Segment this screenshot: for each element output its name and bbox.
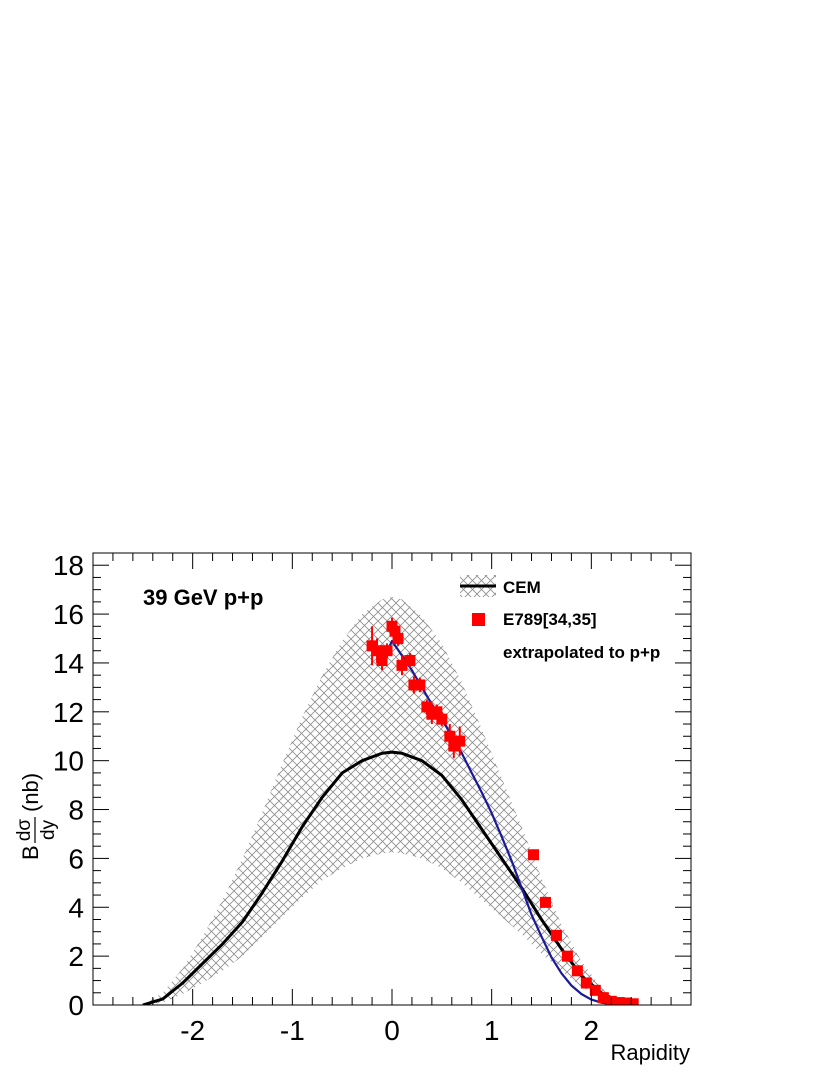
- y-axis-title-numerator: dσ: [14, 819, 35, 842]
- x-tick-label: -1: [280, 1015, 305, 1046]
- y-tick-label: 8: [68, 795, 84, 826]
- e789-data-point: [396, 659, 408, 671]
- legend-cem-label: CEM: [503, 578, 541, 597]
- e789-data-point: [431, 706, 443, 718]
- e789-data-point: [371, 645, 383, 657]
- e789-data-point: [561, 950, 573, 962]
- e789-data-point: [613, 997, 625, 1005]
- e789-data-point: [404, 655, 416, 667]
- e789-data-point: [421, 701, 433, 713]
- axis-ticks: [92, 552, 692, 1006]
- y-tick-label: 2: [68, 941, 84, 972]
- x-tick-label: 1: [484, 1015, 500, 1046]
- y-tick-label: 6: [68, 843, 84, 874]
- legend-e789-marker: [472, 613, 485, 626]
- legend-extrapolated-label: extrapolated to p+p: [503, 643, 660, 662]
- x-tick-label: -2: [180, 1015, 205, 1046]
- y-tick-label: 0: [68, 990, 84, 1021]
- e789-data-point: [376, 655, 388, 667]
- y-tick-label: 10: [53, 746, 84, 777]
- e789-data-point: [414, 679, 426, 691]
- e789-data-point: [444, 730, 456, 742]
- e789-data-point: [597, 992, 609, 1004]
- y-tick-label: 18: [53, 550, 84, 581]
- y-tick-label: 12: [53, 697, 84, 728]
- x-tick-label: 2: [584, 1015, 600, 1046]
- e789-data-point: [389, 625, 401, 637]
- y-axis-title-unit: (nb): [18, 773, 43, 812]
- e789-data-point: [539, 896, 551, 908]
- y-tick-label: 4: [68, 892, 84, 923]
- e789-data-point: [528, 849, 540, 861]
- e789-data-point: [620, 997, 632, 1005]
- x-tick-labels: -2 -1 0 1 2: [180, 1015, 599, 1046]
- x-tick-label: 0: [384, 1015, 400, 1046]
- e789-data-point: [454, 735, 466, 747]
- y-axis-title: B dσ dy (nb): [14, 773, 59, 860]
- e789-data-point: [436, 713, 448, 725]
- e789-data-point: [448, 740, 460, 752]
- energy-annotation: 39 GeV p+p: [143, 585, 263, 610]
- e789-data-point: [589, 984, 601, 996]
- e789-data-point: [381, 645, 393, 657]
- y-axis-title-denominator: dy: [38, 819, 59, 840]
- e789-data-point: [392, 633, 404, 645]
- e789-data-point: [580, 977, 592, 989]
- cem-uncertainty-band: [142, 597, 637, 1005]
- y-tick-label: 14: [53, 648, 84, 679]
- legend-e789-label: E789[34,35]: [503, 610, 597, 629]
- e789-data-point: [571, 965, 583, 977]
- legend: CEM E789[34,35] extrapolated to p+p: [460, 575, 660, 662]
- y-tick-label: 16: [53, 599, 84, 630]
- cem-uncertainty-band-layer: [142, 597, 637, 1005]
- e789-data-point: [627, 998, 639, 1005]
- y-axis-title-prefix: B: [18, 845, 43, 860]
- x-axis-title: Rapidity: [611, 1040, 690, 1065]
- e789-data-point: [550, 929, 562, 941]
- e789-data-point: [408, 679, 420, 691]
- y-tick-labels: 0 2 4 6 8 10 12 14 16 18: [53, 550, 84, 1021]
